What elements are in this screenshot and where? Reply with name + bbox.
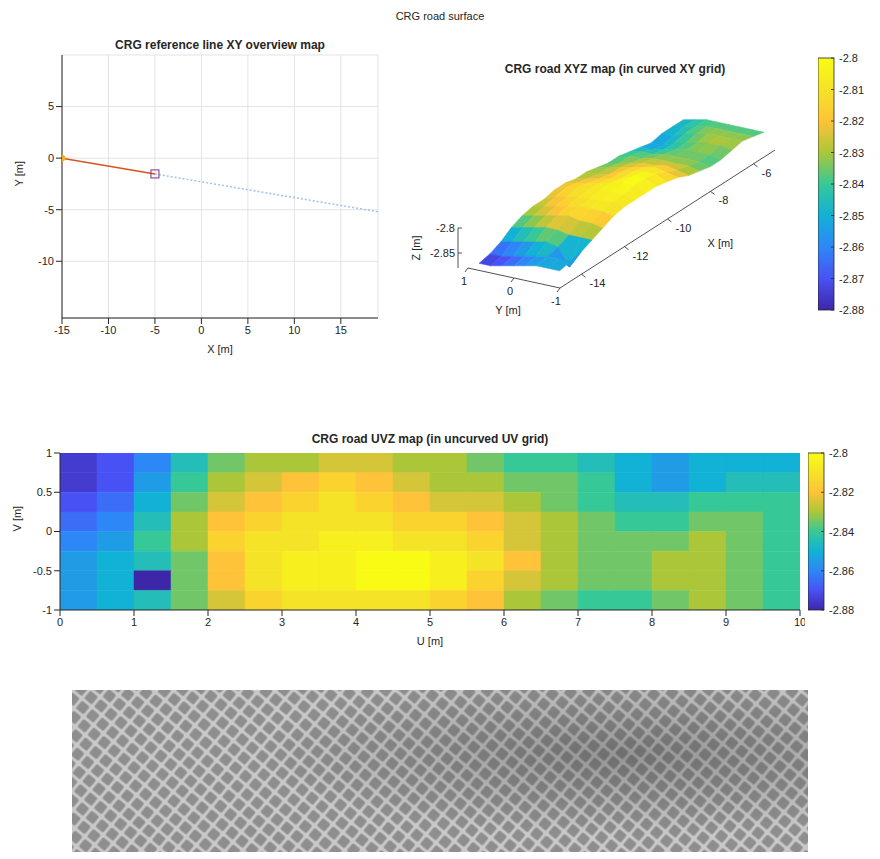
svg-text:-2.86: -2.86 xyxy=(829,565,854,577)
html-text:CRG reference line XY overview: CRG reference line XY overview map xyxy=(115,38,325,52)
svg-text:-2.84: -2.84 xyxy=(829,526,854,538)
svg-text:-12: -12 xyxy=(633,250,649,262)
svg-text:15: 15 xyxy=(335,324,347,336)
svg-text:5: 5 xyxy=(48,100,54,112)
svg-text:V [m]: V [m] xyxy=(11,506,23,532)
svg-text:-1: -1 xyxy=(42,604,52,616)
svg-text:-2.8: -2.8 xyxy=(839,52,858,64)
svg-text:-2.88: -2.88 xyxy=(839,304,864,316)
svg-text:9: 9 xyxy=(723,616,729,628)
svg-text:-5: -5 xyxy=(44,204,54,216)
svg-text:-2.86: -2.86 xyxy=(839,241,864,253)
svg-text:-1: -1 xyxy=(551,295,561,307)
svg-text:-2.88: -2.88 xyxy=(829,604,854,616)
svg-text:-6: -6 xyxy=(762,167,772,179)
svg-text:X [m]: X [m] xyxy=(207,343,233,355)
svg-text:-10: -10 xyxy=(101,324,117,336)
html-text:CRG road UVZ map (in uncurved: CRG road UVZ map (in uncurved UV grid) xyxy=(311,432,549,446)
svg-text:-2.85: -2.85 xyxy=(430,247,455,259)
svg-text:-10: -10 xyxy=(38,255,54,267)
svg-text:-2.8: -2.8 xyxy=(829,447,848,459)
svg-text:0.5: 0.5 xyxy=(37,486,52,498)
svg-text:1: 1 xyxy=(461,275,467,287)
svg-text:5: 5 xyxy=(427,616,433,628)
svg-text:Z [m]: Z [m] xyxy=(410,235,422,260)
svg-text:10: 10 xyxy=(288,324,300,336)
svg-text:U [m]: U [m] xyxy=(417,635,443,647)
svg-text:6: 6 xyxy=(501,616,507,628)
svg-text:-8: -8 xyxy=(719,194,729,206)
svg-text:1: 1 xyxy=(131,616,137,628)
svg-text:10: 10 xyxy=(794,616,805,628)
svg-text:-14: -14 xyxy=(590,277,606,289)
svg-text:Y [m]: Y [m] xyxy=(495,304,520,316)
svg-text:-5: -5 xyxy=(150,324,160,336)
svg-text:-2.82: -2.82 xyxy=(839,115,864,127)
svg-text:0: 0 xyxy=(507,285,513,297)
svg-text:Y [m]: Y [m] xyxy=(13,161,25,186)
svg-text:-2.81: -2.81 xyxy=(839,84,864,96)
svg-text:4: 4 xyxy=(353,616,359,628)
svg-text:0: 0 xyxy=(48,152,54,164)
svg-text:0: 0 xyxy=(57,616,63,628)
svg-text:0: 0 xyxy=(198,324,204,336)
svg-text:-15: -15 xyxy=(54,324,70,336)
svg-text:-10: -10 xyxy=(676,222,692,234)
svg-text:-2.84: -2.84 xyxy=(839,178,864,190)
svg-text:2: 2 xyxy=(205,616,211,628)
svg-text:1: 1 xyxy=(46,447,52,459)
svg-text:-0.5: -0.5 xyxy=(33,565,52,577)
svg-text:8: 8 xyxy=(649,616,655,628)
svg-text:0: 0 xyxy=(46,525,52,537)
svg-text:X [m]: X [m] xyxy=(708,237,734,249)
svg-text:-2.82: -2.82 xyxy=(829,486,854,498)
html-text:CRG road surface: CRG road surface xyxy=(395,10,485,22)
svg-text:-2.87: -2.87 xyxy=(839,273,864,285)
svg-text:-2.83: -2.83 xyxy=(839,147,864,159)
svg-text:-2.8: -2.8 xyxy=(436,222,455,234)
svg-text:-2.85: -2.85 xyxy=(839,210,864,222)
html-text:CRG road XYZ map (in curved XY: CRG road XYZ map (in curved XY grid) xyxy=(504,62,726,76)
svg-text:7: 7 xyxy=(575,616,581,628)
svg-text:3: 3 xyxy=(279,616,285,628)
svg-text:5: 5 xyxy=(245,324,251,336)
